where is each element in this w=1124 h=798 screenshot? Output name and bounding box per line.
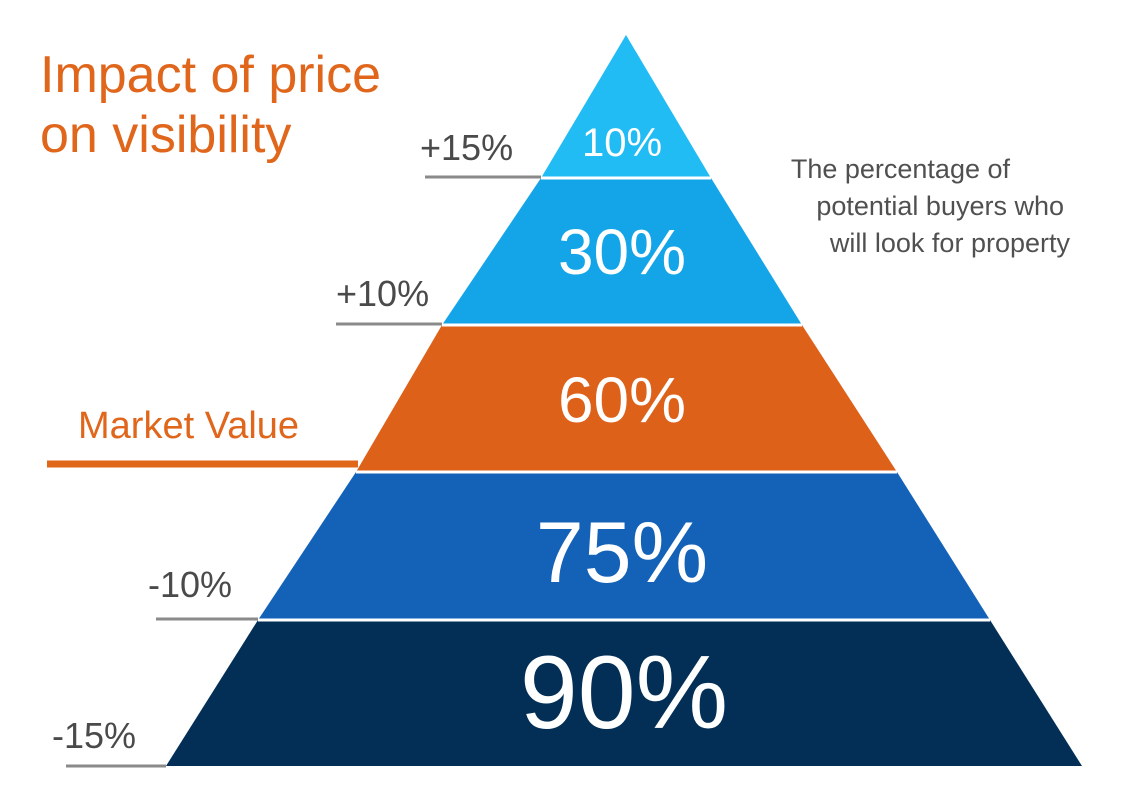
pyramid-tier-60 bbox=[356, 325, 897, 472]
tier-value-30: 30% bbox=[558, 216, 686, 288]
title-line-1: Impact of price bbox=[40, 46, 381, 104]
pyramid-tier-10 bbox=[541, 35, 711, 178]
market-value-label: Market Value bbox=[78, 405, 299, 447]
tier-value-60: 60% bbox=[558, 364, 686, 436]
pyramid-tier-30 bbox=[442, 178, 802, 325]
tier-value-10: 10% bbox=[582, 121, 662, 165]
description-line-1: The percentage of bbox=[791, 154, 1011, 184]
pyramid-tier-75 bbox=[258, 472, 990, 620]
title-line-2: on visibility bbox=[40, 106, 291, 164]
price-label-plus-15: +15% bbox=[420, 127, 513, 168]
price-label-plus-10: +10% bbox=[336, 273, 429, 314]
price-label-minus-10: -10% bbox=[148, 564, 232, 605]
description-line-3: will look for property bbox=[829, 228, 1071, 258]
description-line-2: potential buyers who bbox=[816, 191, 1064, 221]
tier-value-90: 90% bbox=[520, 635, 728, 751]
tier-value-75: 75% bbox=[536, 505, 708, 601]
pyramid-tier-90 bbox=[166, 620, 1082, 766]
price-label-minus-15: -15% bbox=[52, 715, 136, 756]
